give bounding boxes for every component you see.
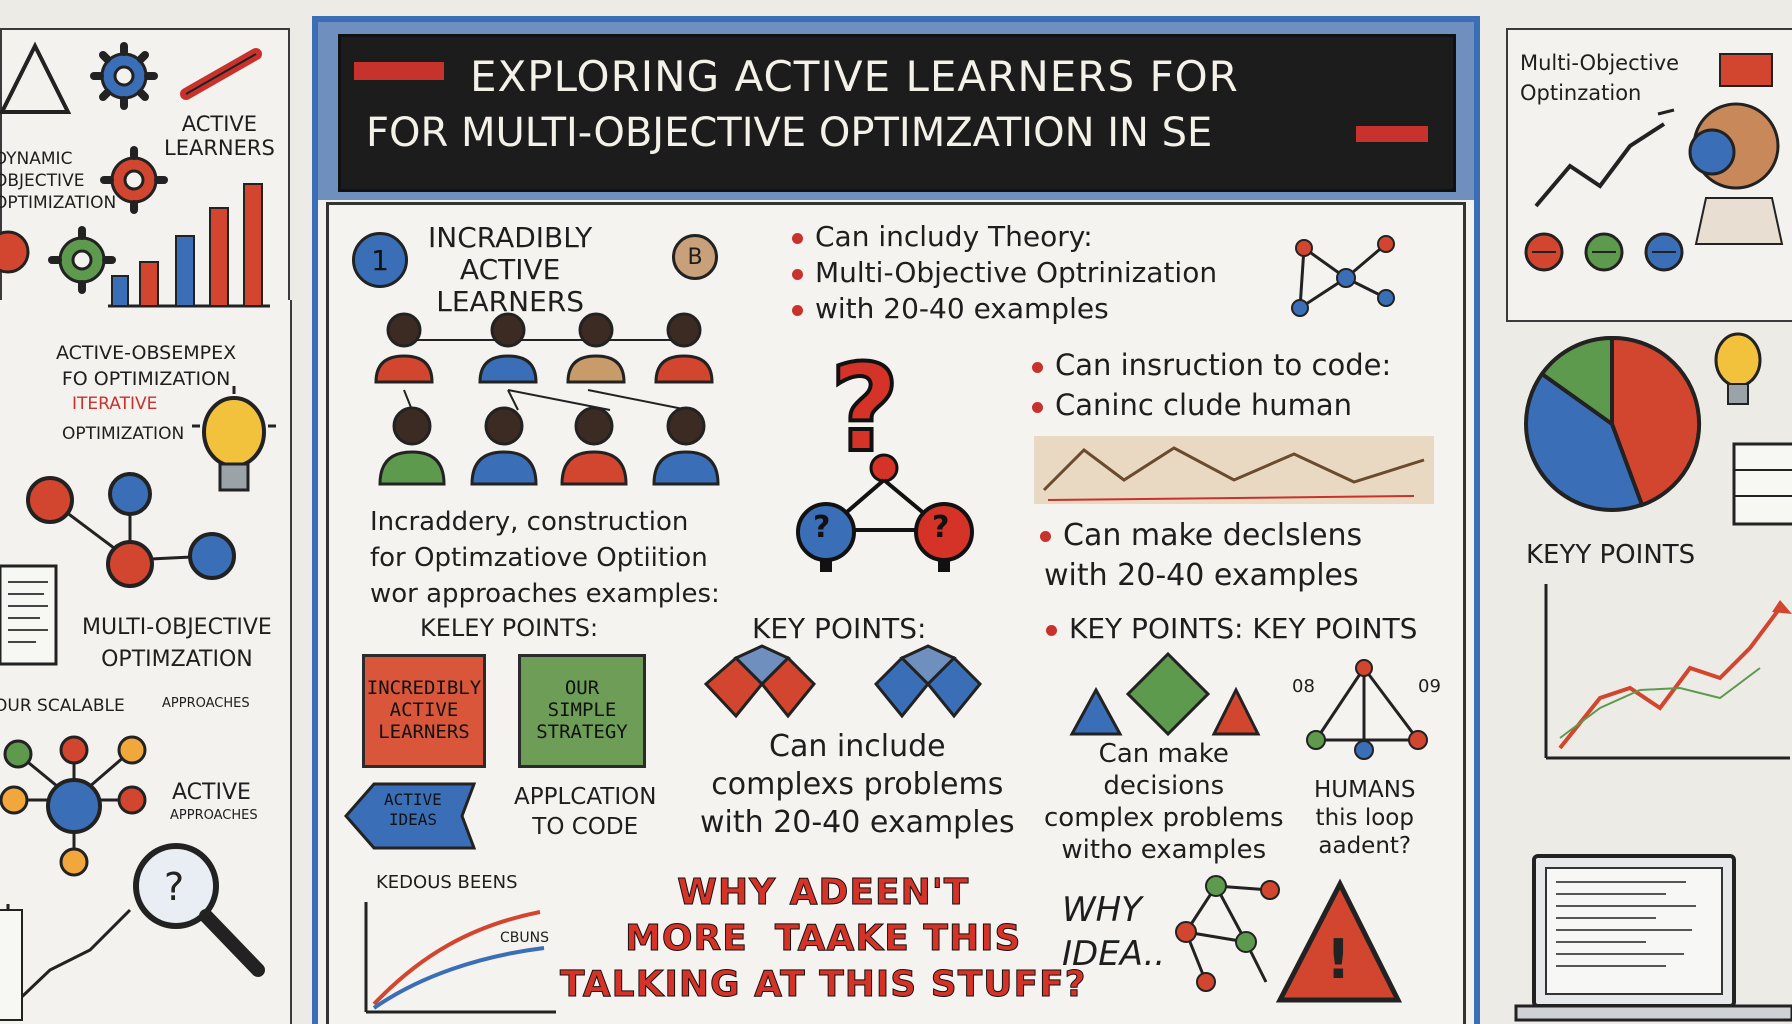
why-question-big: WHY ADEEN'T MORE TAAKE THIS TALKING AT T… [560, 872, 1087, 1006]
svg-text:?: ? [164, 865, 184, 909]
bullet-text: Can includy Theory: [815, 220, 1093, 253]
bullet-dot [1032, 401, 1043, 413]
trend-chart-icon [364, 902, 556, 1014]
why-idea-text: WHY IDEA.. [1062, 890, 1166, 974]
kedous-label: KEDOUS BEENS [376, 872, 518, 893]
title-banner [338, 34, 1456, 192]
svg-text:!: ! [1326, 928, 1351, 991]
bullet-dot [1040, 531, 1051, 542]
bullet-item: Can includy Theory: [792, 220, 1093, 253]
graph-network-icon [1291, 235, 1395, 317]
bullet-dot [792, 232, 803, 244]
arrow-label: ACTIVE IDEAS [384, 790, 442, 829]
bullet-dot [792, 268, 803, 280]
question-node-label: ? [932, 510, 950, 545]
table-icon [1732, 442, 1792, 526]
robot-figure-icon [1688, 53, 1784, 245]
title-red-mark [1356, 126, 1428, 142]
network-icon [26, 472, 236, 588]
bullet-text: Multi-Objective Optrinization [815, 256, 1218, 289]
step-number-badge: 1 [352, 232, 408, 288]
gear-icon [90, 42, 158, 110]
bullet-text: Can insruction to code: [1055, 348, 1392, 382]
iterative-label: ITERATIVE [72, 394, 158, 414]
gear-icon [100, 146, 168, 214]
key-points-heading: KEY POINTS: [752, 612, 927, 645]
bullet-text: Caninc clude human [1055, 388, 1353, 422]
idea-network-icon [1175, 875, 1280, 992]
learners-card: INCREDIBLY ACTIVE LEARNERS [362, 654, 486, 768]
multi-objective-label: MULTI-OBJECTIVE OPTIMZATION [82, 615, 272, 672]
human-loop-text: HUMANS this loop aadent? [1314, 777, 1416, 859]
section-heading: INCRADIBLY ACTIVE LEARNERS [428, 221, 593, 318]
people-network-icon [374, 312, 720, 486]
document-icon [0, 564, 58, 666]
can-include-text: Can include complexs problems with 20-40… [700, 729, 1015, 840]
objective-label: DYNAMIC OBJECTIVE OPTIMIZATION [0, 149, 117, 213]
badge-icon: B [672, 234, 718, 280]
active-obs-label: ACTIVE-OBSEMPEX FO OPTIMIZATION [56, 342, 237, 390]
approaches-label: APPROACHES [162, 696, 250, 711]
active-learners-label: ACTIVE LEARNERS [164, 112, 275, 160]
bullet-dot [792, 304, 803, 316]
strategy-card: OUR SIMPLE STRATEGY [518, 654, 646, 768]
bullet-item: Caninc clude human [1032, 388, 1352, 422]
magnifier-icon: ? [133, 843, 265, 977]
arrow-shape [344, 782, 477, 850]
gear-icon [48, 226, 116, 294]
warning-icon: ! [1275, 878, 1403, 1003]
pencil-icon [180, 48, 262, 100]
our-scalable-label: OUR SCALABLE [0, 696, 125, 716]
application-label: APPLCATION TO CODE [514, 784, 657, 840]
bullet-dot [1046, 624, 1057, 636]
bar-chart-icon [108, 183, 270, 308]
optimization-label: OPTIMIZATION [62, 424, 185, 444]
center-description: Incraddery, construction for Optimzatiov… [370, 507, 720, 609]
bullet-item: Can make declslens [1040, 518, 1362, 553]
bullet-item: Can insruction to code: [1032, 348, 1391, 382]
can-make-text: Can make decisions complex problems with… [1044, 739, 1284, 865]
question-node-label: ? [813, 510, 831, 545]
bullet-item: with 20-40 examples [792, 292, 1109, 325]
active-bottom-label: ACTIVE [172, 780, 251, 805]
pyramid-shapes-icon [1069, 651, 1261, 737]
active-sub-label: APPROACHES [170, 808, 258, 823]
gem-shapes-icon [703, 644, 983, 719]
gear-icon [0, 230, 30, 274]
node-label-08: 08 [1292, 676, 1315, 697]
title-line-2: FOR MULTI-OBJECTIVE OPTIMZATION IN SE [366, 110, 1213, 156]
right-growth-chart [1544, 584, 1792, 760]
key-points-heading: KELEY POINTS: [420, 614, 599, 642]
title-line-1: EXPLORING ACTIVE LEARNERS FOR [470, 52, 1239, 101]
key-points-text: KEY POINTS: KEY POINTS [1069, 612, 1418, 645]
bullet-text: with 20-40 examples [815, 292, 1109, 325]
title-red-mark [354, 62, 444, 80]
bullet-sub-text: with 20-40 examples [1044, 558, 1359, 593]
warning-triangle-icon [0, 41, 72, 114]
right-multi-objective-label: Multi-Objective Optinzation [1520, 51, 1680, 105]
chart-label: CBUNS [500, 930, 549, 946]
status-circles-icon [1524, 232, 1684, 272]
question-tree-icon: ? [796, 338, 974, 572]
key-points-heading: KEY POINTS: KEY POINTS [1046, 612, 1417, 645]
node-graph-icon [1306, 659, 1428, 760]
node-label-09: 09 [1418, 676, 1441, 697]
lightbulb-icon [1714, 332, 1762, 405]
right-key-points-label: KEYY POINTS [1526, 540, 1696, 570]
laptop-icon [1514, 854, 1792, 1022]
pie-chart-icon [1524, 335, 1702, 512]
bullet-item: Multi-Objective Optrinization [792, 256, 1217, 289]
line-chart-icon [0, 904, 132, 1021]
bullet-text: Can make declslens [1063, 518, 1363, 553]
lightbulb-icon [192, 386, 276, 492]
bullet-dot [1032, 361, 1043, 373]
sketch-illustration [1034, 436, 1434, 504]
right-line-chart [1534, 108, 1675, 208]
network-diagram-icon [0, 735, 147, 877]
